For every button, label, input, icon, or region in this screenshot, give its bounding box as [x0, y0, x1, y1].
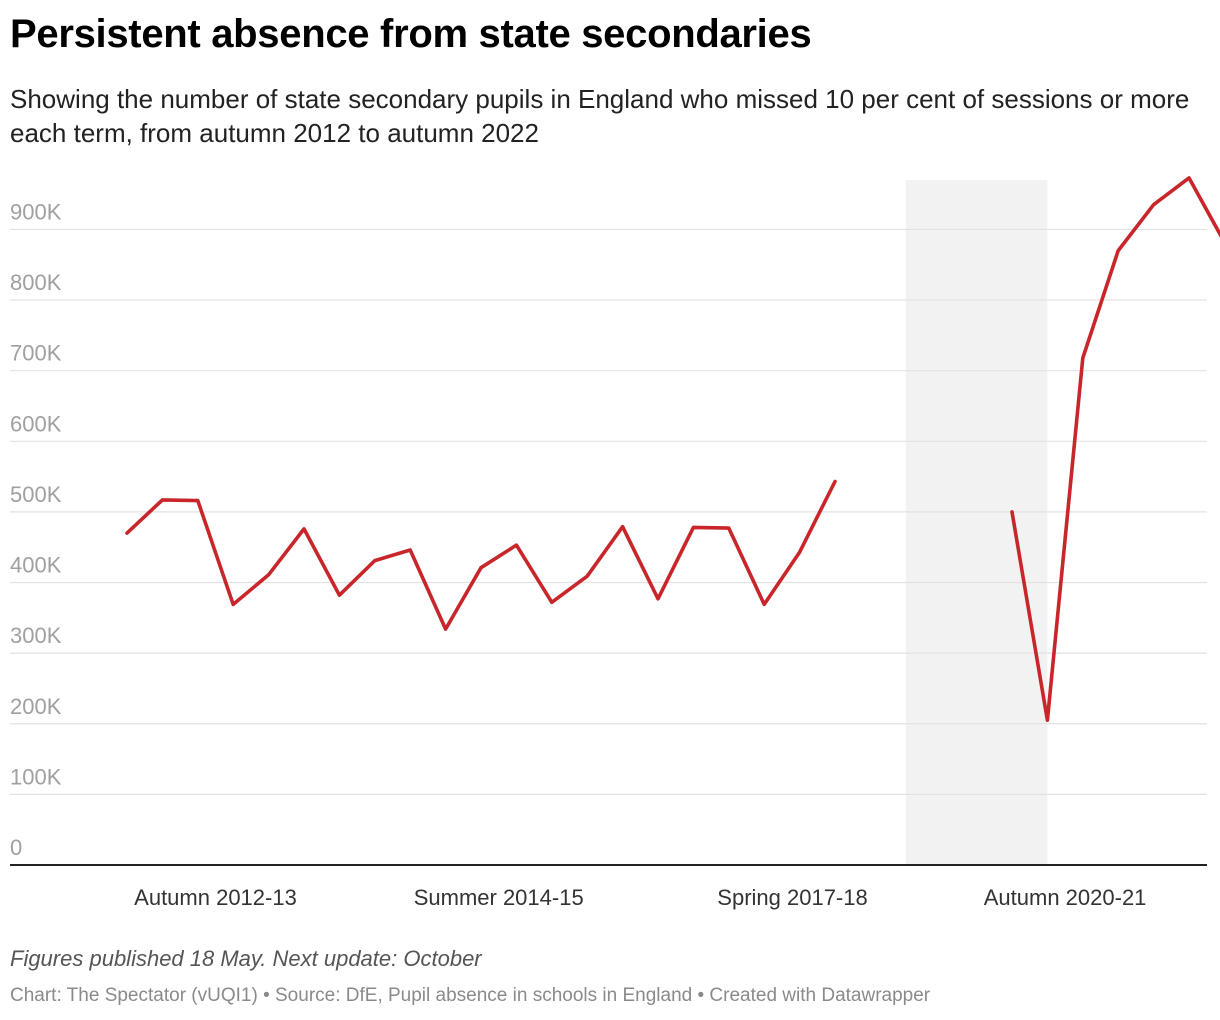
x-tick-label: Autumn 2020-21 — [984, 885, 1147, 910]
x-tick-label: Summer 2014-15 — [414, 885, 584, 910]
y-tick-label: 200K — [10, 694, 62, 719]
chart-title: Persistent absence from state secondarie… — [10, 12, 812, 56]
shaded-period — [905, 180, 1048, 865]
chart-notes: Figures published 18 May. Next update: O… — [10, 946, 482, 971]
y-tick-label: 800K — [10, 270, 62, 295]
line-chart: 0 100K 200K 300K 400K 500K 600K 700K 800K 900K Au… — [10, 176, 1220, 910]
series-line-path — [125, 176, 1220, 722]
y-tick-label: 0 — [10, 835, 22, 860]
chart-byline: Chart: The Spectator (vUQI1) • Source: D… — [10, 985, 931, 1006]
x-tick-label: Autumn 2012-13 — [134, 885, 297, 910]
y-tick-label: 900K — [10, 199, 62, 224]
y-tick-label: 700K — [10, 341, 62, 366]
series-line — [125, 176, 1220, 722]
grid — [10, 228, 1207, 795]
y-tick-label: 400K — [10, 553, 62, 578]
x-axis-ticks: Autumn 2012-13 Summer 2014-15 Spring 2017-… — [134, 885, 1146, 910]
shaded-period-band — [905, 180, 1048, 865]
y-tick-label: 100K — [10, 764, 62, 789]
chart-subtitle: Showing the number of state secondary pu… — [10, 84, 1190, 148]
y-axis-ticks: 0 100K 200K 300K 400K 500K 600K 700K 800K 900K — [10, 199, 62, 860]
y-tick-label: 500K — [10, 482, 62, 507]
y-tick-label: 600K — [10, 411, 62, 436]
y-tick-label: 300K — [10, 623, 62, 648]
x-tick-label: Spring 2017-18 — [717, 885, 867, 910]
